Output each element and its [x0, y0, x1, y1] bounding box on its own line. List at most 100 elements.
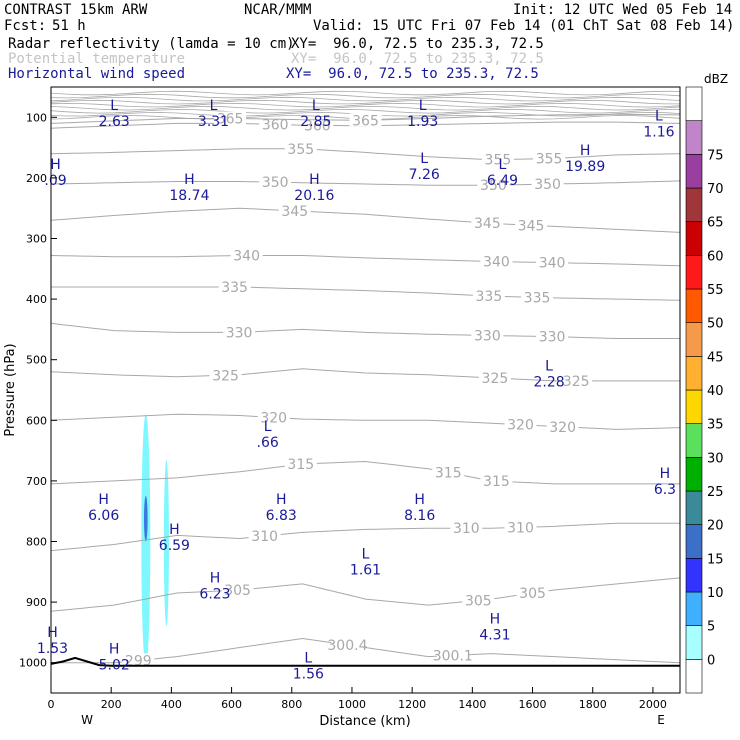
theta-label-bg	[560, 373, 593, 387]
theta-label-bg	[209, 368, 242, 382]
theta-contour-label: 325	[563, 374, 590, 390]
theta-label-bg	[122, 653, 155, 667]
theta-contour-upper	[51, 99, 680, 105]
wind-extremum-letter: H	[98, 492, 109, 508]
theta-label-bg	[515, 218, 548, 232]
theta-label-bg	[248, 529, 281, 543]
colorbar-tick-label: 55	[707, 283, 724, 298]
theta-contour-label: 320	[549, 420, 576, 436]
wind-extremum-value: 2.63	[99, 114, 130, 130]
theta-label-bg	[259, 175, 292, 189]
theta-label-bg	[230, 248, 263, 262]
colorbar-tick-label: 70	[707, 182, 724, 197]
theta-contour-label: 365	[217, 112, 244, 128]
wind-extremum-letter: H	[210, 571, 221, 587]
x-tick-label: 1200	[398, 698, 426, 711]
wind-extremum-letter: L	[312, 98, 320, 114]
theta-contour-label: 355	[536, 152, 563, 168]
theta-contour-label: 355	[485, 153, 512, 169]
fcst-value: 51 h	[52, 18, 86, 34]
x-tick-label: 1400	[458, 698, 486, 711]
colorbar-swatch	[685, 490, 703, 525]
wind-extremum-value: 1.56	[293, 667, 324, 683]
theta-contour-label: 350	[534, 177, 561, 193]
y-tick-label: 500	[26, 354, 47, 367]
wind-extremum-value: 1.93	[407, 114, 438, 130]
theta-label-bg	[214, 111, 247, 125]
theta-label-bg	[481, 152, 514, 166]
theta-label-bg	[436, 648, 469, 662]
theta-label-bg	[477, 178, 510, 192]
field-xy-reflectivity: XY= 96.0, 72.5 to 235.3, 72.5	[291, 36, 544, 52]
theta-label-bg	[472, 288, 505, 302]
theta-label-bg	[331, 637, 364, 651]
theta-contour	[51, 148, 680, 161]
colorbar-swatch	[685, 659, 703, 694]
theta-label-bg	[516, 586, 549, 600]
colorbar-tick-label: 15	[707, 552, 724, 567]
wind-extremum-value: 2.28	[533, 375, 564, 391]
wind-extremum-value: 6.59	[159, 538, 190, 554]
wind-extremum-letter: L	[499, 157, 507, 173]
colorbar-swatch	[685, 322, 703, 357]
colorbar-tick-label: 0	[707, 653, 715, 668]
theta-contour-upper	[51, 93, 680, 99]
theta-contour-label: 360	[304, 118, 331, 134]
theta-contour-label: 360	[262, 117, 289, 133]
colorbar-swatch	[685, 154, 703, 189]
colorbar-swatch	[685, 288, 703, 323]
theta-contour-label: 355	[287, 142, 314, 158]
wind-extremum-value: 5.02	[99, 658, 130, 674]
y-tick-label: 200	[26, 172, 47, 185]
colorbar-swatch	[685, 558, 703, 593]
theta-contour-label: 345	[518, 218, 545, 234]
colorbar-tick-label: 60	[707, 249, 724, 264]
colorbar-swatch	[685, 524, 703, 559]
wind-extremum-value: 3.31	[198, 114, 229, 130]
theta-label-bg	[480, 474, 513, 488]
wind-extremum-letter: L	[545, 359, 553, 375]
y-tick-label: 900	[26, 596, 47, 609]
theta-label-bg	[480, 254, 513, 268]
theta-label-bg	[432, 465, 465, 479]
colorbar-swatch	[685, 255, 703, 290]
theta-label-bg	[504, 520, 537, 534]
x-tick-label: 0	[48, 698, 55, 711]
field-name-reflectivity: Radar reflectivity (lamda = 10 cm)	[8, 36, 295, 52]
wind-extremum-value: 6.3	[654, 482, 676, 498]
theta-contour-label: 320	[507, 418, 534, 434]
theta-label-bg	[546, 419, 579, 433]
wind-extremum-letter: L	[655, 108, 663, 124]
theta-contour-label: 350	[262, 175, 289, 191]
colorbar-tick-label: 20	[707, 519, 724, 534]
theta-contour-label: 310	[453, 521, 480, 537]
colorbar-tick-label: 50	[707, 317, 724, 332]
theta-contour-upper	[51, 96, 680, 102]
x-axis-east-label: E	[657, 713, 665, 727]
theta-contour-label: 330	[226, 325, 253, 341]
wind-extremum-letter: H	[580, 143, 591, 159]
colorbar-tick-label: 45	[707, 350, 724, 365]
theta-label-bg	[471, 216, 504, 230]
theta-label-bg	[462, 593, 495, 607]
wind-extremum-letter: L	[420, 151, 428, 167]
model-title: CONTRAST 15km ARW	[4, 2, 148, 18]
x-tick-label: 1800	[579, 698, 607, 711]
field-name-wind: Horizontal wind speed	[8, 66, 186, 82]
x-tick-label: 400	[161, 698, 182, 711]
colorbar-tick-label: 75	[707, 148, 724, 163]
theta-contour-label: 315	[483, 474, 510, 490]
y-tick-label: 600	[26, 414, 47, 427]
colorbar-tick-label: 5	[707, 620, 715, 635]
theta-contour-label: 300.4	[327, 638, 367, 654]
colorbar-tick-label: 35	[707, 418, 724, 433]
theta-label-bg	[259, 117, 292, 131]
theta-contour-label: 315	[435, 466, 462, 482]
theta-contour-label: 350	[480, 178, 507, 194]
x-axis-title: Distance (km)	[319, 714, 410, 729]
theta-contour	[51, 460, 680, 485]
theta-contour	[51, 637, 680, 664]
colorbar-tick-label: 25	[707, 485, 724, 500]
wind-extremum-value: 6.06	[88, 508, 119, 524]
theta-label-bg	[450, 521, 483, 535]
